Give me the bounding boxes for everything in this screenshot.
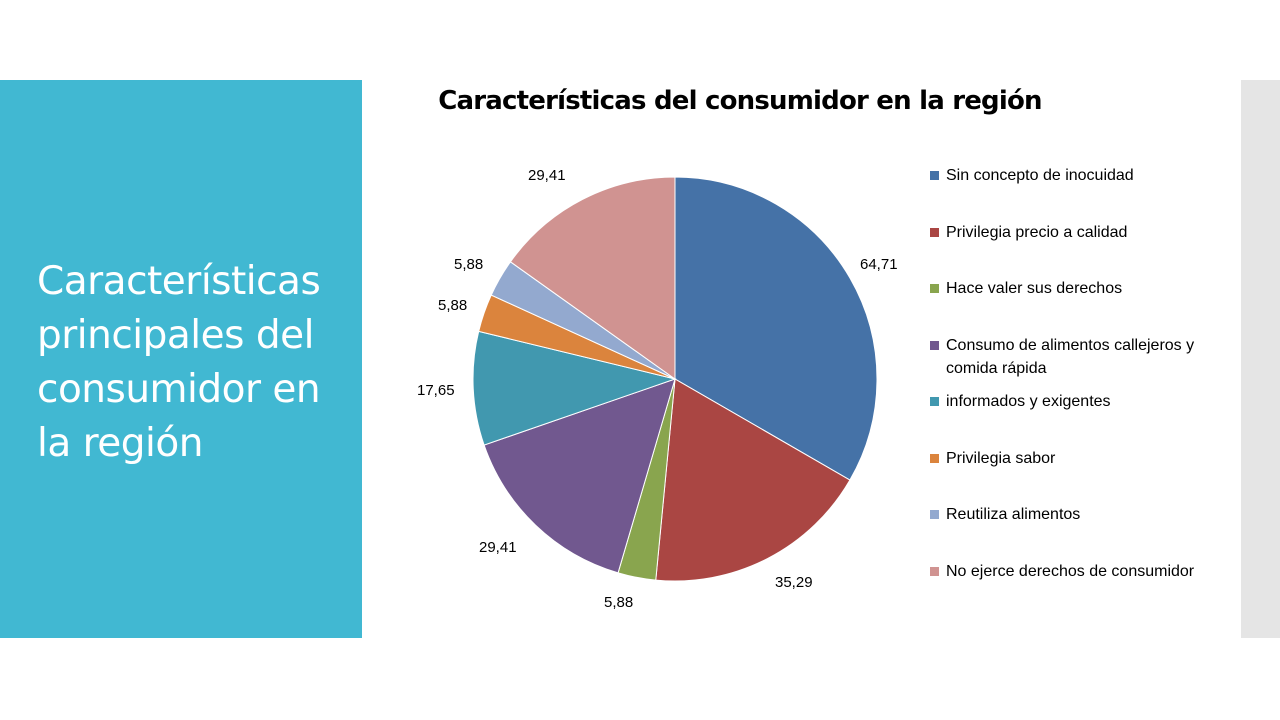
- legend-label: Privilegia precio a calidad: [946, 224, 1128, 241]
- pie-slice: [655, 378, 851, 582]
- legend-label: informados y exigentes: [946, 393, 1111, 410]
- data-label: 29,41: [479, 539, 517, 556]
- legend-label: Reutiliza alimentos: [946, 506, 1081, 523]
- legend-swatch: [930, 454, 939, 463]
- data-label: 5,88: [604, 594, 634, 611]
- legend-swatch: [930, 171, 939, 180]
- slide-title: Características principales del consumid…: [37, 259, 321, 466]
- right-strip: [1241, 80, 1280, 638]
- pie-slice: [674, 176, 878, 481]
- legend-label: Sin concepto de inocuidad: [946, 167, 1134, 184]
- side-panel: [0, 80, 362, 638]
- legend-label: Privilegia sabor: [946, 450, 1056, 467]
- pie-slice: [472, 330, 677, 446]
- data-label: 64,71: [860, 256, 898, 273]
- data-label: 29,41: [528, 167, 566, 184]
- legend-swatch: [930, 567, 939, 576]
- pie-slice: [483, 378, 676, 574]
- pie-slice: [509, 176, 676, 380]
- legend-swatch: [930, 397, 939, 406]
- data-label: 35,29: [775, 574, 813, 591]
- legend-swatch: [930, 510, 939, 519]
- legend-label: Consumo de alimentos callejeros y comida…: [946, 337, 1195, 377]
- legend-swatch: [930, 284, 939, 293]
- data-label: 5,88: [438, 297, 468, 314]
- legend-swatch: [930, 341, 939, 350]
- legend-label: Hace valer sus derechos: [946, 280, 1123, 297]
- data-label: 5,88: [454, 256, 484, 273]
- data-label: 17,65: [417, 382, 455, 399]
- legend-swatch: [930, 228, 939, 237]
- chart-title: Características del consumidor en la reg…: [438, 86, 1042, 116]
- legend-label: No ejerce derechos de consumidor: [946, 563, 1195, 580]
